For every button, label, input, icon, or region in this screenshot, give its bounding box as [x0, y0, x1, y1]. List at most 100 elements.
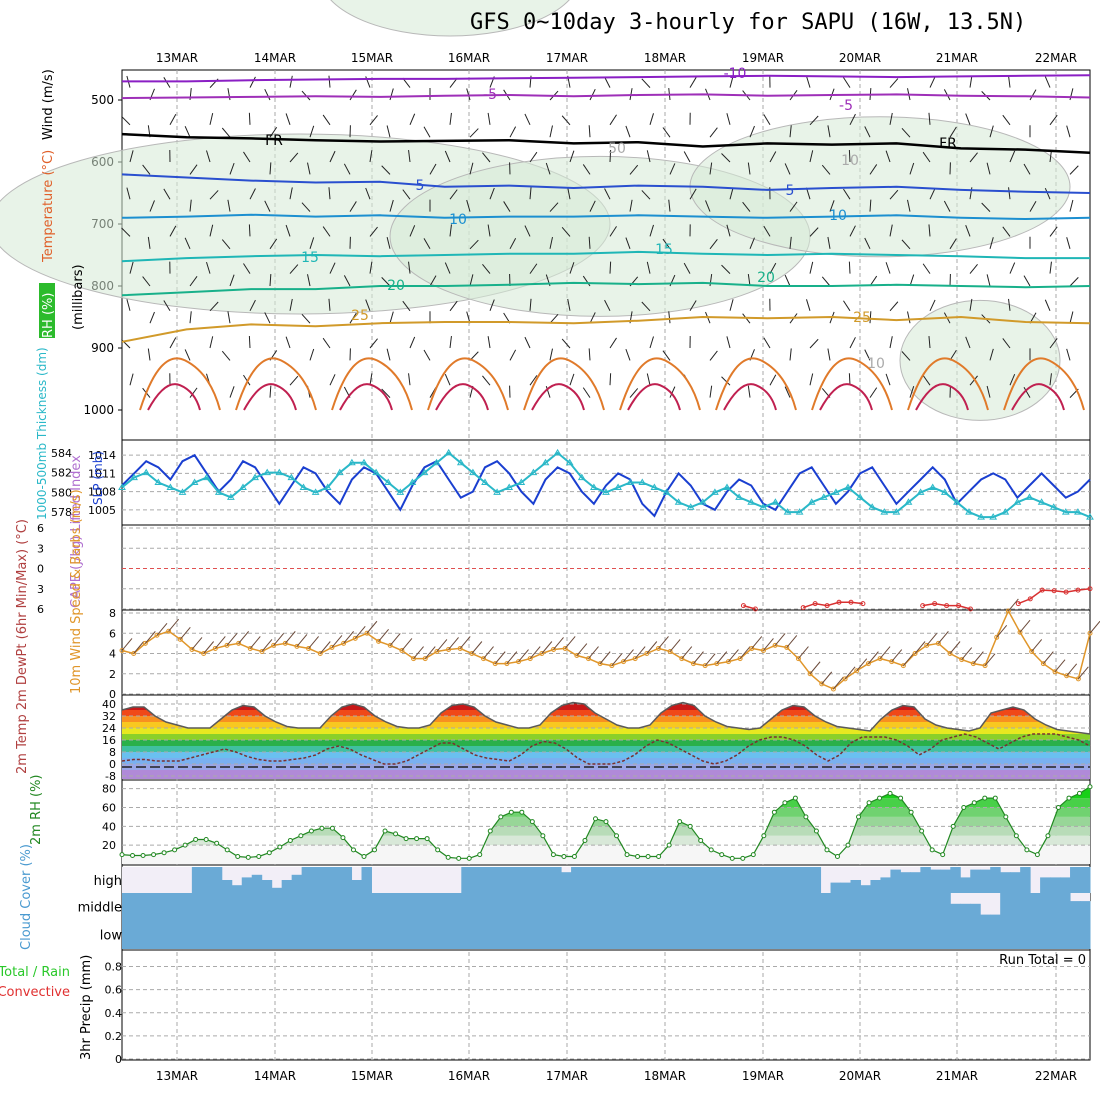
wind-barb [709, 127, 718, 138]
wind-speed-point [527, 656, 533, 662]
wind-barb [1069, 277, 1079, 287]
wind-barb [227, 199, 231, 212]
surface-wind-barb [249, 636, 261, 649]
wind-barb [729, 75, 734, 88]
wind-barb [721, 264, 731, 274]
slp-label: SLP (mb) [91, 451, 105, 505]
wind-speed-line [121, 609, 1091, 690]
wind-barb [604, 76, 611, 88]
wind-barb [343, 275, 351, 287]
thickness-point [432, 458, 441, 466]
wind-barb [669, 386, 676, 398]
wind-barb [1044, 299, 1051, 311]
cloud-bar [1070, 901, 1081, 920]
cloud-bar [541, 893, 552, 920]
surface-wind-barb [949, 641, 961, 654]
thickness-point [1049, 503, 1058, 510]
cloud-bar [880, 920, 891, 949]
wind-barb [609, 261, 612, 274]
cloud-bar [141, 920, 153, 949]
wind-barb [848, 261, 851, 274]
cloud-bar [411, 893, 422, 920]
cloud-bar [561, 872, 572, 893]
wind-speed-point [376, 638, 382, 644]
cloud-bar [161, 920, 173, 949]
wind-barb [329, 150, 336, 163]
cloud-bar [471, 867, 482, 893]
wind-barb [561, 227, 571, 237]
cloud-bar [630, 867, 642, 893]
wind-speed-point [877, 656, 883, 662]
wind-barb [264, 88, 271, 101]
wind-barb [289, 298, 293, 311]
rh-point [824, 847, 830, 853]
date-label-bottom: 19MAR [742, 1069, 784, 1083]
cloud-bar [511, 867, 522, 893]
wind-barb [1023, 275, 1031, 287]
thickness-point [239, 483, 247, 490]
wind-barb [126, 187, 131, 200]
cloud-bar [601, 920, 612, 949]
temp-band [122, 702, 1090, 704]
cloud-bar [770, 920, 782, 949]
thickness-point [408, 478, 417, 485]
date-label-top: 18MAR [644, 51, 686, 65]
rh-point [708, 847, 714, 853]
cloud-bar [730, 920, 742, 949]
wind-barb [763, 225, 771, 237]
wind-barb [365, 299, 371, 311]
wind-speed-point [842, 676, 848, 682]
cloud-bar [1040, 920, 1051, 949]
isotherm-30 [523, 357, 605, 411]
thickness-tick: 582 [51, 467, 72, 480]
wind-barb [763, 114, 771, 126]
thickness-tick: 580 [51, 486, 72, 499]
isotherm-35 [723, 383, 777, 411]
wind-barb [381, 277, 391, 287]
cloud-bar [221, 893, 233, 920]
thickness-point [698, 498, 707, 505]
wind-barb [749, 237, 755, 249]
wind-barb [269, 385, 272, 398]
isotherm-30 [139, 357, 221, 411]
contour-label: 5 [416, 178, 425, 194]
cloud-bar [601, 893, 612, 920]
cloud-bar [820, 893, 832, 920]
cloud-bar [800, 893, 812, 920]
precip-tick: 0.6 [105, 984, 123, 997]
isotherm-35 [627, 383, 681, 411]
wind-speed-point [411, 656, 417, 662]
surface-wind-barb [273, 633, 284, 646]
rh-point [856, 814, 862, 820]
cloud-bar [890, 869, 901, 893]
cloud-layer-label: low [100, 929, 123, 944]
rh-point [266, 850, 272, 856]
wind-barb [529, 263, 538, 274]
surface-wind-barb [914, 641, 926, 654]
rh-point [698, 837, 704, 843]
rh-point [1066, 795, 1072, 801]
thickness-point [396, 488, 405, 495]
wind-barb [147, 236, 151, 249]
wind-barb [588, 236, 591, 249]
wind-speed-point [469, 651, 475, 656]
wind-barb [885, 262, 891, 274]
surface-wind-barb [599, 651, 611, 664]
cloud-bar [650, 867, 662, 893]
wind-barb [1049, 338, 1058, 349]
wind-speed-point [142, 640, 148, 646]
rh-point [719, 852, 725, 858]
rh-point [287, 837, 293, 843]
rh-point [1076, 790, 1082, 796]
wind-barb [864, 126, 871, 138]
wind-barb [827, 125, 831, 138]
cloud-bar [231, 920, 243, 949]
wind-barb [582, 164, 591, 175]
rh-point [961, 804, 967, 810]
cloud-bar [870, 920, 881, 949]
cloud-bar [670, 893, 682, 920]
thickness-point [602, 488, 610, 495]
slp-tick: 1008 [88, 486, 116, 499]
cloud-bar [331, 893, 343, 920]
cloud-bar [421, 920, 432, 949]
